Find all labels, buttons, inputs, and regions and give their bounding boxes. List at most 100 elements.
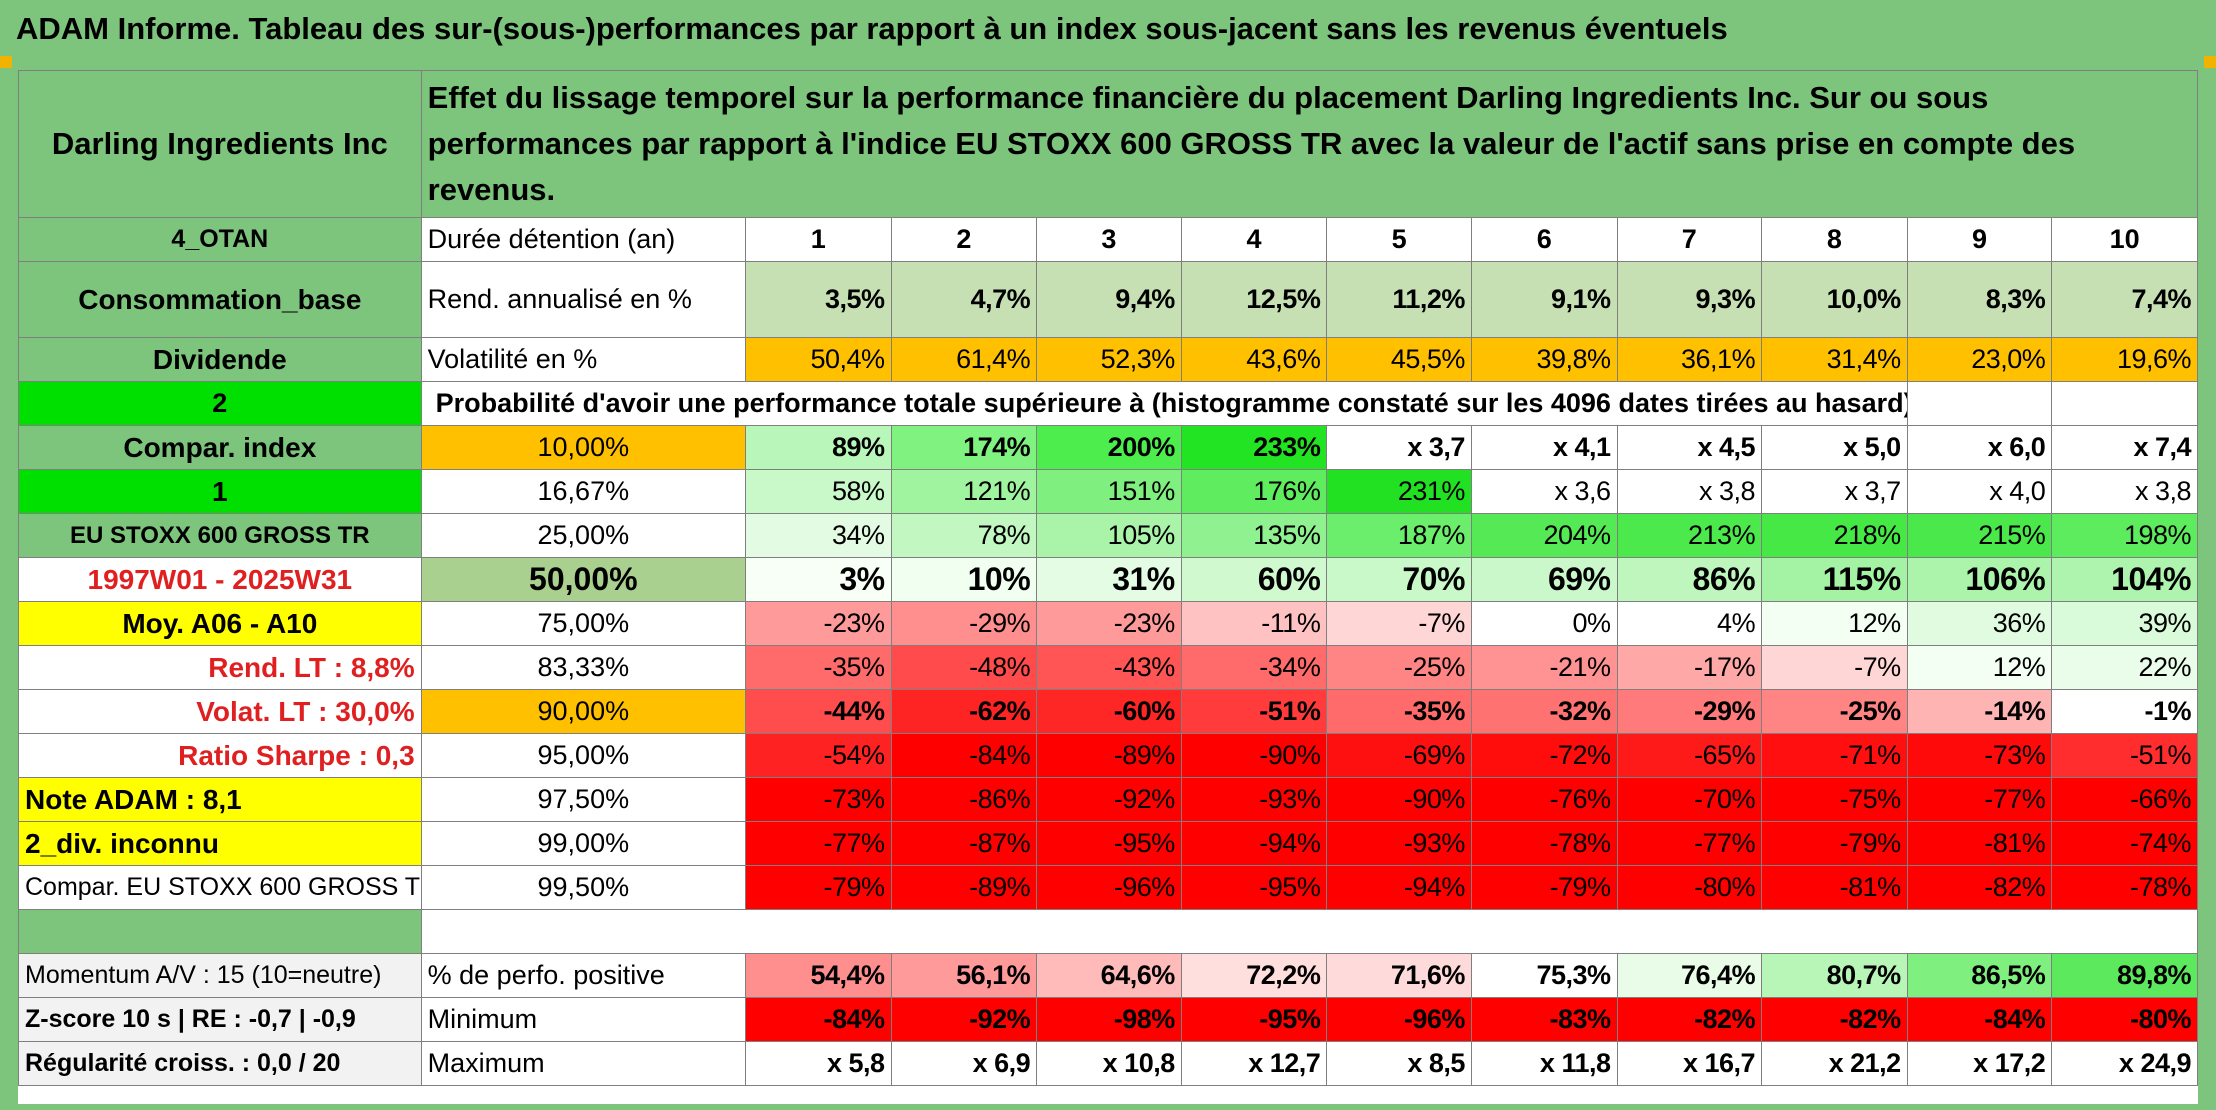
performance-cell: -80% <box>1616 865 1763 910</box>
year-header: 10 <box>2051 217 2198 262</box>
performance-cell: -82% <box>1906 865 2053 910</box>
performance-cell: -74% <box>2051 821 2198 866</box>
performance-cell: 4% <box>1616 601 1763 646</box>
year-header: 9 <box>1906 217 2053 262</box>
performance-cell: -81% <box>1761 865 1908 910</box>
minimum-cell: -92% <box>890 997 1038 1042</box>
annual-return-cell: 9,4% <box>1036 261 1182 338</box>
performance-cell: -73% <box>1906 733 2053 778</box>
performance-cell: -93% <box>1180 777 1328 822</box>
performance-cell: -51% <box>1180 689 1328 734</box>
performance-cell: -90% <box>1180 733 1328 778</box>
maximum-cell: x 12,7 <box>1180 1041 1328 1086</box>
maximum-label: Maximum <box>420 1041 746 1086</box>
annual-return-cell: 9,3% <box>1616 261 1763 338</box>
left-label-15: Momentum A/V : 15 (10=neutre) <box>18 953 422 998</box>
minimum-cell: -82% <box>1761 997 1908 1042</box>
positive-row: Momentum A/V : 15 (10=neutre)% de perfo.… <box>18 953 2198 998</box>
positive-cell: 71,6% <box>1326 953 1472 998</box>
performance-cell: x 3,7 <box>1326 425 1472 470</box>
percentile-row: Compar. EU STOXX 600 GROSS TR 99,50% -79% -… <box>18 865 2198 910</box>
performance-cell: 69% <box>1470 557 1618 602</box>
maximum-cell: x 21,2 <box>1761 1041 1908 1086</box>
positive-cell: 76,4% <box>1616 953 1763 998</box>
maximum-row: Régularité croiss. : 0,0 / 20 Maximum x 5,… <box>18 1041 2198 1086</box>
performance-cell: -35% <box>1326 689 1472 734</box>
percentile-label: 83,33% <box>420 645 746 690</box>
performance-cell: 233% <box>1180 425 1328 470</box>
performance-cell: 231% <box>1326 469 1472 514</box>
volatility-cell: 19,6% <box>2051 337 2198 382</box>
performance-cell: -71% <box>1761 733 1908 778</box>
performance-cell: -77% <box>744 821 892 866</box>
left-label-13: 2_div. inconnu <box>18 821 422 866</box>
minimum-cell: -84% <box>1906 997 2053 1042</box>
performance-cell: -7% <box>1761 645 1908 690</box>
performance-cell: 176% <box>1180 469 1328 514</box>
performance-cell: x 4,1 <box>1470 425 1618 470</box>
year-header: 3 <box>1036 217 1182 262</box>
performance-cell: 89% <box>744 425 892 470</box>
percentile-row: 1 16,67% 58% 121% 151% 176% 231% x 3,6 x 3,8 x 3,… <box>18 469 2198 514</box>
maximum-cell: x 16,7 <box>1616 1041 1763 1086</box>
percentile-row: EU STOXX 600 GROSS TR 25,00% 34% 78% 105% 135… <box>18 513 2198 558</box>
corner-marker-right <box>2204 56 2216 68</box>
performance-cell: 106% <box>1906 557 2053 602</box>
performance-cell: -89% <box>1036 733 1182 778</box>
percentile-label: 16,67% <box>420 469 746 514</box>
performance-cell: -95% <box>1180 865 1328 910</box>
performance-cell: -77% <box>1906 777 2053 822</box>
performance-cell: -92% <box>1036 777 1182 822</box>
performance-cell: -93% <box>1326 821 1472 866</box>
left-label-14: Compar. EU STOXX 600 GROSS TR <box>18 865 422 910</box>
performance-cell: 36% <box>1906 601 2053 646</box>
performance-cell: -94% <box>1326 865 1472 910</box>
performance-cell: -32% <box>1470 689 1618 734</box>
performance-cell: 121% <box>890 469 1038 514</box>
performance-cell: -73% <box>744 777 892 822</box>
minimum-label: Minimum <box>420 997 746 1042</box>
performance-cell: x 3,7 <box>1761 469 1908 514</box>
performance-cell: -51% <box>2051 733 2198 778</box>
performance-cell: 105% <box>1036 513 1182 558</box>
performance-cell: -54% <box>744 733 892 778</box>
performance-cell: -23% <box>1036 601 1182 646</box>
volatility-cell: 50,4% <box>744 337 892 382</box>
percentile-label: 99,00% <box>420 821 746 866</box>
positive-cell: 75,3% <box>1470 953 1618 998</box>
positive-cell: 89,8% <box>2051 953 2198 998</box>
year-header: 6 <box>1470 217 1618 262</box>
left-label-10: Volat. LT : 30,0% <box>18 689 422 734</box>
performance-cell: -44% <box>744 689 892 734</box>
probability-row: 2 Probabilité d'avoir une performance tot… <box>18 381 2198 426</box>
volatility-row: Dividende Volatilité en % 50,4% 61,4% 52,3% 4… <box>18 337 2198 382</box>
performance-cell: -90% <box>1326 777 1472 822</box>
performance-cell: -21% <box>1470 645 1618 690</box>
left-label-4: Compar. index <box>18 425 422 470</box>
performance-cell: -84% <box>890 733 1038 778</box>
minimum-cell: -83% <box>1470 997 1618 1042</box>
description: Effet du lissage temporel sur la perform… <box>420 70 2199 218</box>
performance-cell: -81% <box>1906 821 2053 866</box>
volatility-cell: 52,3% <box>1036 337 1182 382</box>
performance-cell: 12% <box>1761 601 1908 646</box>
performance-cell: -17% <box>1616 645 1763 690</box>
performance-cell: -96% <box>1036 865 1182 910</box>
year-header: 1 <box>744 217 892 262</box>
empty-cell <box>1906 381 2053 426</box>
year-header: 2 <box>890 217 1038 262</box>
performance-cell: x 3,6 <box>1470 469 1618 514</box>
probability-label: Probabilité d'avoir une performance tota… <box>420 381 1908 426</box>
left-label-16: Z-score 10 s | RE : -0,7 | -0,9 <box>18 997 422 1042</box>
performance-cell: -25% <box>1761 689 1908 734</box>
positive-cell: 64,6% <box>1036 953 1182 998</box>
performance-cell: -29% <box>1616 689 1763 734</box>
volatility-cell: 23,0% <box>1906 337 2053 382</box>
minimum-cell: -95% <box>1180 997 1328 1042</box>
volatility-cell: 61,4% <box>890 337 1038 382</box>
header-row: Darling Ingredients Inc Effet du lissage … <box>18 70 2199 218</box>
performance-cell: 22% <box>2051 645 2198 690</box>
positive-cell: 86,5% <box>1906 953 2053 998</box>
annual-return-cell: 8,3% <box>1906 261 2053 338</box>
annual-return-cell: 9,1% <box>1470 261 1618 338</box>
